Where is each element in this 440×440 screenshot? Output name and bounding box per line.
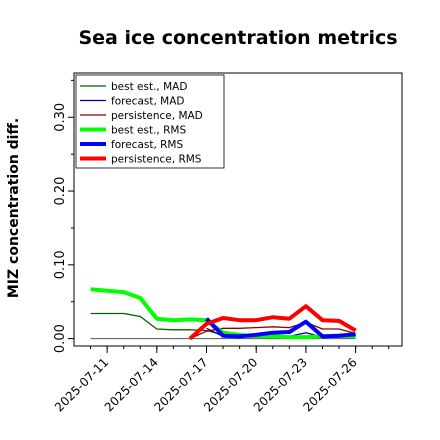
legend: best est., MAD forecast, MAD persistence, … [75,74,225,169]
legend-box [75,74,225,169]
plot-frame [73,72,403,347]
legend-label-0: best est., MAD [111,81,187,93]
legend-label-3: best est., RMS [111,125,186,137]
chart-title: Sea ice concentration metrics [78,27,397,49]
y-tick-label-2: 0.20 [53,177,68,206]
legend-label-2: persistence, MAD [111,110,203,122]
y-tick-label-1: 0.10 [53,250,68,279]
x-tick-label-5: 2025-07-26 [301,355,360,414]
y-tick-label-0: 0.00 [53,324,68,353]
legend-label-5: persistence, RMS [111,154,202,166]
y-tick-label-3: 0.30 [53,103,68,132]
series-line-3 [90,287,356,340]
legend-label-4: forecast, RMS [111,139,183,151]
y-axis-label: MIZ concentration diff. [6,118,22,298]
series-line-4 [205,317,356,339]
series-line-5 [188,304,357,341]
legend-label-1: forecast, MAD [111,96,184,108]
plot-area: 0.000.100.200.302025-07-112025-07-142025… [52,72,403,414]
